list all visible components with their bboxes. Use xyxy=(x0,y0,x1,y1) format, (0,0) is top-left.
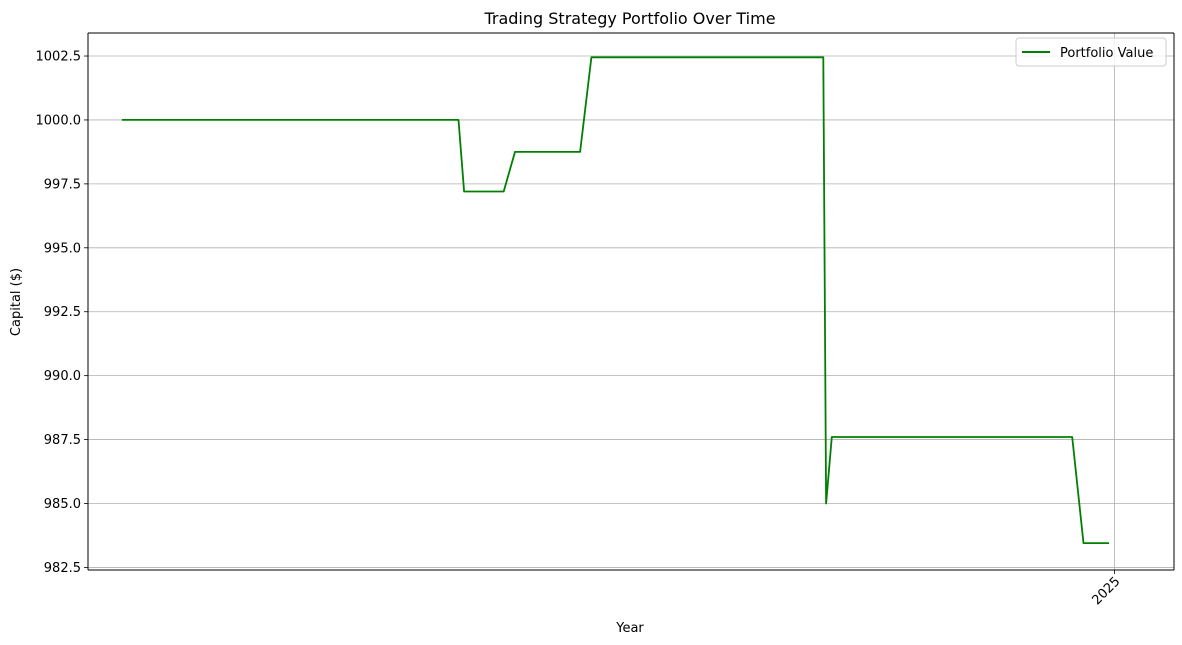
series-line-portfolio-value xyxy=(121,56,1109,544)
y-tick-label: 1002.5 xyxy=(36,50,82,65)
x-axis-title: Year xyxy=(615,621,644,636)
y-tick-label: 987.5 xyxy=(44,433,81,448)
y-ticks: 982.5 985.0 987.5 990.0 992.5 995.0 997.5 1000.… xyxy=(36,50,88,576)
legend-box xyxy=(1015,37,1167,67)
axes xyxy=(87,32,1175,571)
y-axis-title: Capital ($) xyxy=(9,268,24,336)
y-tick-label: 995.0 xyxy=(44,241,81,256)
y-tick-label: 997.5 xyxy=(44,177,81,192)
series-layer xyxy=(121,56,1109,544)
y-tick-label: 1000.0 xyxy=(36,113,82,128)
legend: Portfolio Value xyxy=(1015,37,1167,67)
y-tick-label: 990.0 xyxy=(44,369,81,384)
legend-label: Portfolio Value xyxy=(1060,46,1153,61)
y-tick-label: 992.5 xyxy=(44,305,81,320)
grid-lines xyxy=(88,33,1174,570)
y-tick-label: 985.0 xyxy=(44,497,81,512)
chart-title: Trading Strategy Portfolio Over Time xyxy=(483,9,775,28)
y-tick-label: 982.5 xyxy=(44,561,81,576)
